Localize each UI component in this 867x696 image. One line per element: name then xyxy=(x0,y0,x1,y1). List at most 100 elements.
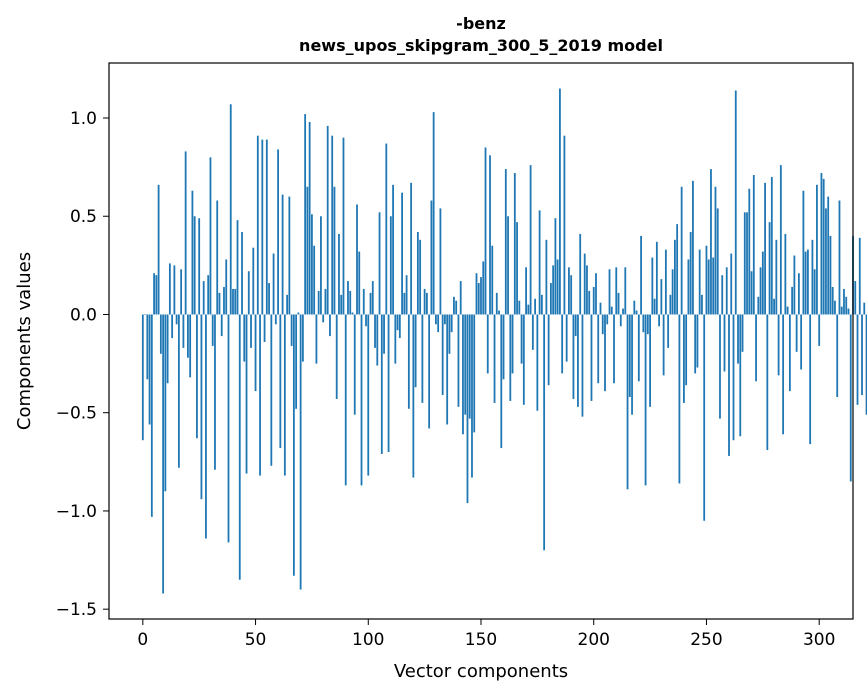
bar xyxy=(196,314,198,439)
bar xyxy=(829,235,832,315)
bar xyxy=(547,314,550,386)
bar xyxy=(734,90,737,315)
bar xyxy=(825,208,827,315)
bar xyxy=(245,314,248,474)
bar xyxy=(678,314,681,484)
bar xyxy=(191,190,194,315)
bar xyxy=(214,314,216,470)
bar xyxy=(617,292,620,315)
bar xyxy=(581,314,584,417)
bar xyxy=(268,283,270,315)
bar xyxy=(847,308,850,315)
bar xyxy=(545,239,548,315)
bar xyxy=(604,314,606,392)
y-tick-label: −1.5 xyxy=(56,600,97,620)
bar xyxy=(601,314,604,335)
bar xyxy=(401,192,403,315)
bar xyxy=(261,139,264,315)
bar xyxy=(725,267,728,315)
bar xyxy=(716,208,719,315)
bar xyxy=(696,314,699,368)
bar xyxy=(432,112,435,315)
bar xyxy=(757,296,760,315)
bar xyxy=(624,267,627,315)
bar xyxy=(856,314,859,405)
bar xyxy=(622,308,624,315)
bar xyxy=(809,314,812,445)
bar xyxy=(259,314,261,476)
bar xyxy=(563,135,566,315)
bar xyxy=(858,237,861,315)
bar xyxy=(561,314,564,374)
x-tick-label: 250 xyxy=(690,630,722,650)
bar xyxy=(845,296,848,315)
bar xyxy=(376,314,379,366)
bar xyxy=(468,314,471,419)
bar xyxy=(430,200,433,315)
bar xyxy=(392,184,394,315)
bar xyxy=(218,292,221,315)
bar xyxy=(556,259,559,315)
bar xyxy=(425,292,428,315)
bar xyxy=(216,200,219,315)
bar xyxy=(389,216,392,315)
bar xyxy=(403,292,406,315)
bar xyxy=(365,314,367,327)
bar xyxy=(435,314,437,325)
bar xyxy=(380,314,383,454)
bar xyxy=(818,314,821,346)
bar xyxy=(378,212,381,315)
bar xyxy=(283,314,286,476)
bar xyxy=(761,251,764,315)
bar xyxy=(507,216,509,315)
bar xyxy=(252,247,255,315)
bar xyxy=(374,314,376,348)
bar xyxy=(570,275,573,315)
x-tick-label: 200 xyxy=(578,630,610,650)
bar xyxy=(171,314,174,339)
bar xyxy=(831,286,834,315)
bar xyxy=(574,314,577,337)
bar xyxy=(540,294,543,315)
bar xyxy=(416,231,419,315)
bar xyxy=(457,314,460,407)
y-tick-label: −0.5 xyxy=(56,404,97,424)
bar xyxy=(159,314,162,354)
bar xyxy=(450,314,453,333)
chart-title: -benz xyxy=(456,14,506,33)
bar xyxy=(299,314,302,590)
bar xyxy=(777,314,780,376)
bar xyxy=(694,314,697,374)
x-tick-label: 0 xyxy=(137,630,148,650)
y-tick-label: 1.0 xyxy=(70,109,97,129)
bar xyxy=(371,281,374,315)
bar xyxy=(358,251,361,315)
bar xyxy=(543,314,546,551)
bar xyxy=(281,194,284,315)
bar xyxy=(701,294,703,315)
bar xyxy=(385,143,388,315)
bar xyxy=(534,298,537,315)
bar xyxy=(759,267,762,315)
y-tick-label: 0.0 xyxy=(70,305,97,325)
bar xyxy=(396,314,399,331)
bar xyxy=(784,233,787,315)
bar xyxy=(353,314,356,415)
bar xyxy=(466,314,469,504)
bar xyxy=(162,314,165,594)
bar xyxy=(804,251,807,315)
bar xyxy=(836,314,839,397)
bar xyxy=(775,239,778,315)
y-axis-ticks: −1.5 −1.0 −0.5 0.0 0.5 1.0 xyxy=(56,109,109,620)
bar xyxy=(329,314,331,337)
x-axis-ticks: 0 50 100 150 200 250 300 xyxy=(137,619,835,650)
bar xyxy=(513,173,516,315)
bar xyxy=(816,184,818,315)
bar xyxy=(349,290,352,315)
bar xyxy=(698,249,701,315)
bar xyxy=(187,314,189,358)
bar xyxy=(559,88,561,315)
bar xyxy=(383,314,385,354)
bar xyxy=(198,218,201,315)
bar xyxy=(232,288,234,315)
